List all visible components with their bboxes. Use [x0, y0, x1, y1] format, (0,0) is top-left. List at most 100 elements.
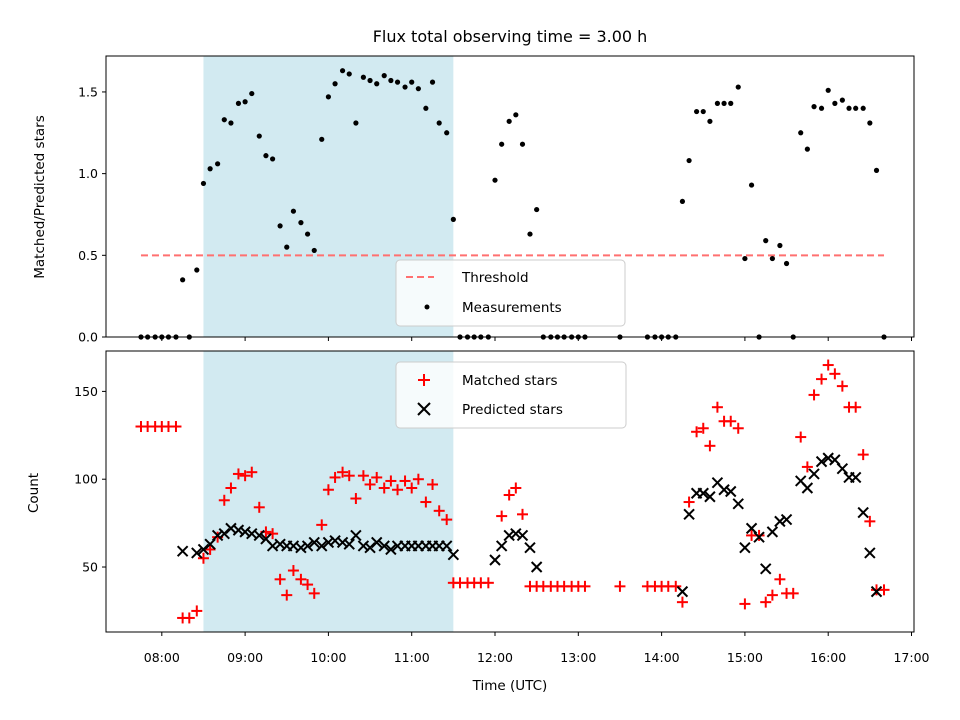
data-point	[718, 484, 730, 496]
data-point	[385, 475, 397, 487]
data-point	[683, 496, 695, 508]
data-point	[200, 180, 207, 187]
data-point	[829, 368, 841, 380]
data-point	[825, 87, 831, 93]
data-point	[801, 461, 813, 473]
data-point	[489, 554, 501, 566]
data-point	[194, 267, 200, 273]
data-point	[870, 585, 883, 598]
data-point	[409, 79, 415, 85]
top-legend-frame	[395, 259, 626, 327]
data-point	[704, 491, 716, 503]
data-point	[760, 596, 772, 608]
x-axis-label: Time (UTC)	[472, 678, 548, 694]
data-point	[277, 223, 283, 229]
data-point	[427, 478, 439, 490]
data-point	[864, 515, 876, 527]
data-point	[804, 146, 810, 152]
data-point	[302, 579, 314, 591]
data-point	[381, 73, 387, 79]
data-point	[614, 580, 626, 592]
x-tick-label: 09:00	[227, 650, 263, 665]
y-tick-label: 100	[74, 472, 98, 487]
x-tick-label: 13:00	[560, 650, 596, 665]
data-point	[343, 538, 355, 550]
data-point	[534, 206, 540, 213]
data-point	[319, 136, 325, 142]
data-point	[316, 519, 328, 531]
data-point	[284, 244, 290, 250]
data-point	[808, 389, 820, 401]
data-point	[774, 515, 786, 528]
data-point	[246, 466, 258, 478]
data-point	[878, 584, 890, 596]
x-tick-label: 17:00	[893, 650, 929, 665]
data-point	[357, 540, 370, 552]
data-point	[436, 120, 442, 126]
x-tick-label: 15:00	[727, 650, 763, 665]
data-point	[197, 552, 209, 564]
data-point	[269, 156, 276, 162]
data-point	[170, 421, 182, 433]
data-point	[850, 401, 862, 413]
data-point	[253, 501, 265, 513]
data-point	[503, 489, 515, 501]
data-point	[392, 484, 404, 496]
data-point	[832, 100, 838, 106]
data-point	[350, 529, 362, 542]
data-point	[402, 84, 408, 90]
data-point	[364, 478, 376, 490]
data-point	[316, 540, 328, 552]
data-point	[735, 84, 741, 90]
data-point	[221, 117, 227, 123]
x-tick-label: 16:00	[810, 650, 846, 665]
data-point	[748, 182, 755, 188]
matched-stars-legend-swatch	[418, 374, 430, 386]
data-point	[406, 482, 418, 494]
data-point	[388, 77, 394, 84]
data-point	[374, 81, 380, 87]
data-point	[795, 431, 807, 443]
matched-stars-legend-label: Matched stars	[462, 373, 558, 389]
data-point	[686, 157, 692, 164]
data-point	[183, 612, 195, 624]
data-point	[239, 470, 251, 482]
y-tick-label: 150	[74, 384, 98, 399]
data-point	[447, 549, 460, 561]
data-point	[211, 529, 224, 542]
data-point	[367, 77, 373, 84]
data-point	[415, 86, 421, 92]
data-point	[301, 540, 314, 552]
data-point	[766, 526, 779, 538]
measurements-legend-label: Measurements	[462, 300, 562, 316]
data-point	[769, 255, 775, 262]
data-point	[860, 105, 866, 111]
data-point	[263, 153, 269, 159]
data-point	[524, 541, 536, 554]
data-point	[510, 527, 522, 540]
data-point	[239, 526, 251, 538]
y-tick-label: 1.5	[78, 84, 98, 99]
data-point	[798, 130, 804, 136]
data-point	[700, 108, 706, 115]
data-point	[204, 543, 216, 555]
data-point	[739, 598, 751, 610]
data-point	[496, 510, 508, 522]
data-point	[441, 514, 453, 526]
data-point	[253, 529, 265, 542]
data-point	[676, 585, 689, 598]
predicted-stars-legend-swatch	[417, 402, 431, 416]
data-point	[232, 524, 245, 536]
data-point	[760, 563, 772, 575]
data-point	[853, 105, 859, 111]
bottom-legend-frame	[395, 361, 627, 429]
data-point	[707, 118, 713, 124]
data-point	[440, 540, 453, 552]
data-point	[295, 541, 307, 554]
data-point	[495, 540, 508, 552]
x-tick-label: 11:00	[394, 650, 430, 665]
data-point	[516, 529, 529, 542]
data-point	[714, 100, 721, 106]
